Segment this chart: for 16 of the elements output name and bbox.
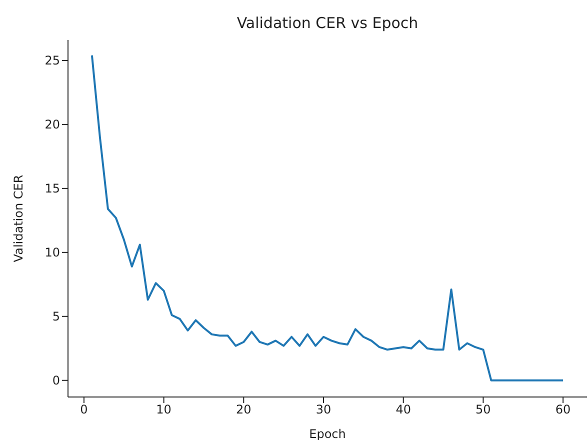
y-tick-label: 10	[44, 246, 60, 260]
y-tick-label: 25	[44, 54, 60, 68]
line-series	[90, 54, 564, 382]
x-tick-label: 60	[555, 402, 571, 417]
x-tick-label: 10	[156, 402, 172, 417]
chart-title: Validation CER vs Epoch	[236, 14, 420, 32]
x-tick-label: 20	[236, 402, 252, 417]
y-tick-label: 20	[44, 118, 60, 132]
x-tick-label: 0	[80, 402, 88, 417]
y-tick-label: 15	[44, 182, 60, 196]
y-tick-label: 0	[52, 374, 60, 388]
x-tick-label: 50	[476, 402, 491, 417]
y-tick-label: 5	[52, 310, 60, 324]
y-axis-title: Validation CER	[11, 174, 26, 262]
x-tick-label: 40	[396, 402, 411, 417]
x-tick-label: 30	[316, 402, 332, 417]
